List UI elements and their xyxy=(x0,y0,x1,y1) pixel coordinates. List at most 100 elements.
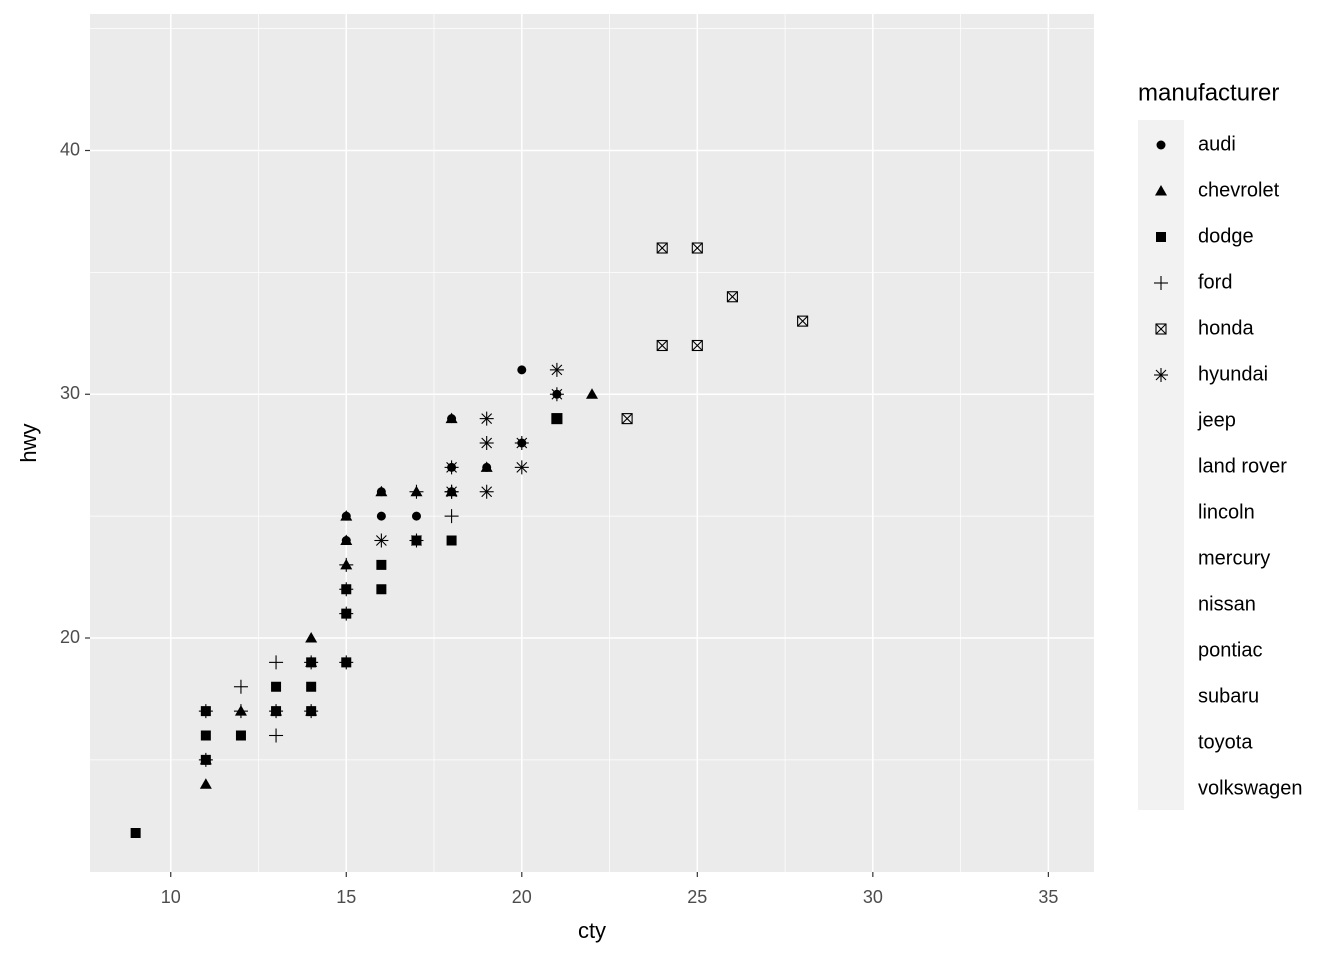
point xyxy=(445,412,458,424)
point-stroke xyxy=(656,340,668,351)
point-stroke xyxy=(691,242,703,254)
point xyxy=(304,655,319,670)
point-box xyxy=(551,413,563,425)
point-box xyxy=(691,339,703,352)
point xyxy=(271,681,282,692)
legend-label: pontiac xyxy=(1198,639,1263,661)
x-tick-label: 30 xyxy=(863,887,883,907)
point-stroke xyxy=(516,461,528,473)
point xyxy=(514,436,529,450)
point-stroke xyxy=(481,437,493,449)
point xyxy=(549,387,564,402)
point-stroke xyxy=(1155,323,1167,335)
point xyxy=(446,535,457,546)
y-tick-label: 20 xyxy=(60,627,80,647)
point xyxy=(269,704,284,719)
legend-label: jeep xyxy=(1197,409,1236,431)
y-tick-label: 30 xyxy=(60,383,80,403)
point xyxy=(339,655,354,670)
plot-panel xyxy=(90,14,1094,872)
point xyxy=(374,533,389,548)
x-tick-label: 15 xyxy=(336,887,356,907)
point xyxy=(339,557,354,572)
point xyxy=(376,559,387,570)
point xyxy=(691,242,703,254)
point-box xyxy=(656,242,668,254)
x-axis-title: cty xyxy=(578,918,606,943)
point xyxy=(656,242,668,254)
legend-label: dodge xyxy=(1198,225,1254,247)
point-stroke xyxy=(516,437,528,449)
point xyxy=(130,828,141,838)
point xyxy=(306,681,317,692)
legend-title: manufacturer xyxy=(1138,79,1279,106)
y-axis-title: hwy xyxy=(16,423,41,462)
point xyxy=(376,584,387,595)
point-box xyxy=(797,315,809,327)
point xyxy=(656,339,668,352)
point-stroke xyxy=(551,413,563,425)
legend-key xyxy=(1155,185,1167,196)
point-stroke xyxy=(375,535,387,546)
point xyxy=(479,436,494,450)
point xyxy=(691,339,703,352)
point xyxy=(375,485,388,497)
point xyxy=(480,461,493,472)
points xyxy=(130,242,809,838)
point xyxy=(479,411,494,426)
point xyxy=(233,679,248,694)
legend-label: mercury xyxy=(1198,547,1270,569)
point xyxy=(444,509,459,524)
point xyxy=(444,460,459,475)
point-box xyxy=(621,413,633,425)
point xyxy=(304,704,319,719)
legend-label: subaru xyxy=(1198,685,1259,707)
x-tick-label: 10 xyxy=(161,887,181,907)
legend-label: lincoln xyxy=(1198,501,1255,523)
y-tick-label: 40 xyxy=(60,139,80,159)
x-tick-label: 20 xyxy=(512,887,532,907)
legend-key-background xyxy=(1138,120,1184,810)
point xyxy=(198,752,213,767)
point-stroke xyxy=(446,461,457,473)
point-stroke xyxy=(551,364,563,376)
point xyxy=(549,362,564,377)
legend-key xyxy=(1154,368,1168,382)
point-stroke xyxy=(691,340,703,351)
point xyxy=(514,460,529,475)
point xyxy=(235,730,246,741)
point xyxy=(621,413,633,425)
point-stroke xyxy=(797,315,809,327)
point-box xyxy=(691,242,703,254)
point xyxy=(797,315,809,327)
legend-label: audi xyxy=(1198,133,1236,155)
point-box xyxy=(656,339,668,352)
point xyxy=(551,413,563,425)
point xyxy=(200,730,211,741)
point-stroke xyxy=(481,486,493,498)
point-stroke xyxy=(656,242,668,254)
point xyxy=(339,582,354,597)
point-stroke xyxy=(1155,369,1167,381)
point-stroke xyxy=(551,388,563,400)
legend-key xyxy=(1154,276,1168,290)
x-tick-label: 35 xyxy=(1038,887,1058,907)
point xyxy=(517,365,527,375)
point xyxy=(340,534,353,545)
point xyxy=(409,484,424,499)
x-tick-label: 25 xyxy=(687,887,707,907)
point xyxy=(199,778,212,789)
point-stroke xyxy=(727,291,738,303)
legend-key xyxy=(1155,323,1167,335)
point xyxy=(198,704,213,719)
point-stroke xyxy=(481,413,493,425)
legend-label: hyundai xyxy=(1198,363,1268,385)
point xyxy=(376,511,386,521)
point xyxy=(269,728,284,743)
point xyxy=(340,510,353,521)
legend-label: chevrolet xyxy=(1198,179,1280,201)
point xyxy=(409,533,424,548)
legend-key xyxy=(1156,140,1166,150)
point-stroke xyxy=(411,535,422,546)
